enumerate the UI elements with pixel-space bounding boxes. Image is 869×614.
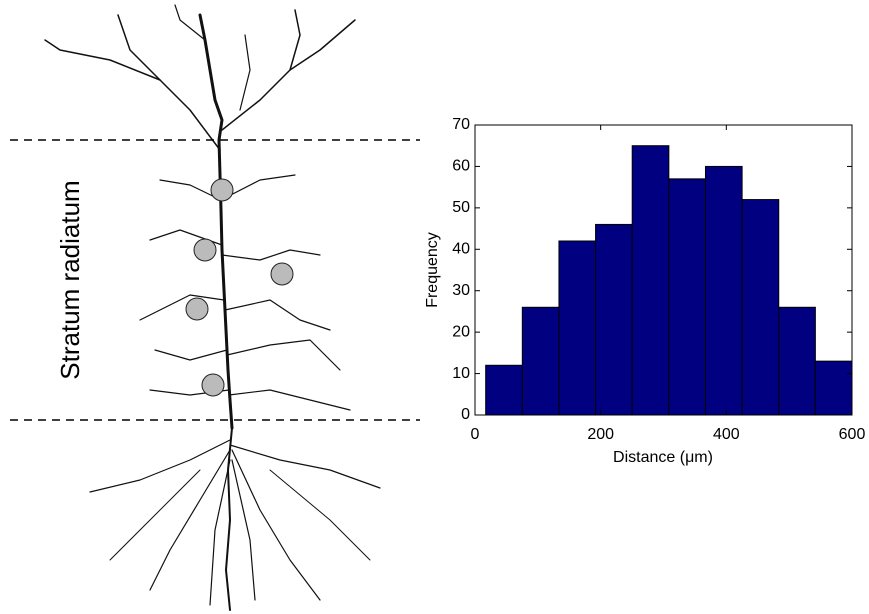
- bar: [704, 165, 743, 416]
- y-tick-label: 60: [452, 158, 470, 175]
- neuron-drawing: [44, 4, 381, 611]
- x-tick-label: 400: [713, 426, 740, 443]
- histogram: 0 10 20 30 40 50 60 70 0 200 400 600: [452, 116, 865, 443]
- site: [185, 297, 209, 321]
- y-tick-label: 50: [452, 199, 470, 216]
- bar: [485, 364, 523, 416]
- y-axis-label: Frequency: [424, 232, 441, 308]
- site: [270, 262, 294, 286]
- bar: [521, 306, 560, 416]
- x-axis-label: Distance (μm): [613, 449, 713, 466]
- bar: [814, 360, 853, 416]
- site: [201, 373, 225, 397]
- plot-frame: [474, 124, 853, 416]
- y-tick-label: 30: [452, 282, 470, 299]
- x-tick-label: 600: [839, 426, 866, 443]
- y-tick-label: 10: [452, 365, 470, 382]
- bar: [595, 223, 633, 416]
- site: [210, 178, 234, 202]
- y-tick-label: 20: [452, 323, 470, 340]
- bar: [631, 145, 670, 416]
- y-tick-label: 0: [461, 406, 470, 423]
- y-tick-label: 70: [452, 116, 470, 133]
- dashed-boundaries: [10, 139, 420, 421]
- y-tick-label: 40: [452, 241, 470, 258]
- recording-sites: [185, 178, 294, 397]
- x-tick-label: 200: [587, 426, 614, 443]
- site: [193, 238, 217, 262]
- bar: [778, 306, 816, 416]
- x-tick-label: 0: [471, 426, 480, 443]
- bar: [558, 240, 597, 416]
- layer-label: Stratum radiatum: [55, 180, 85, 379]
- bar: [741, 199, 780, 416]
- bar: [668, 178, 706, 416]
